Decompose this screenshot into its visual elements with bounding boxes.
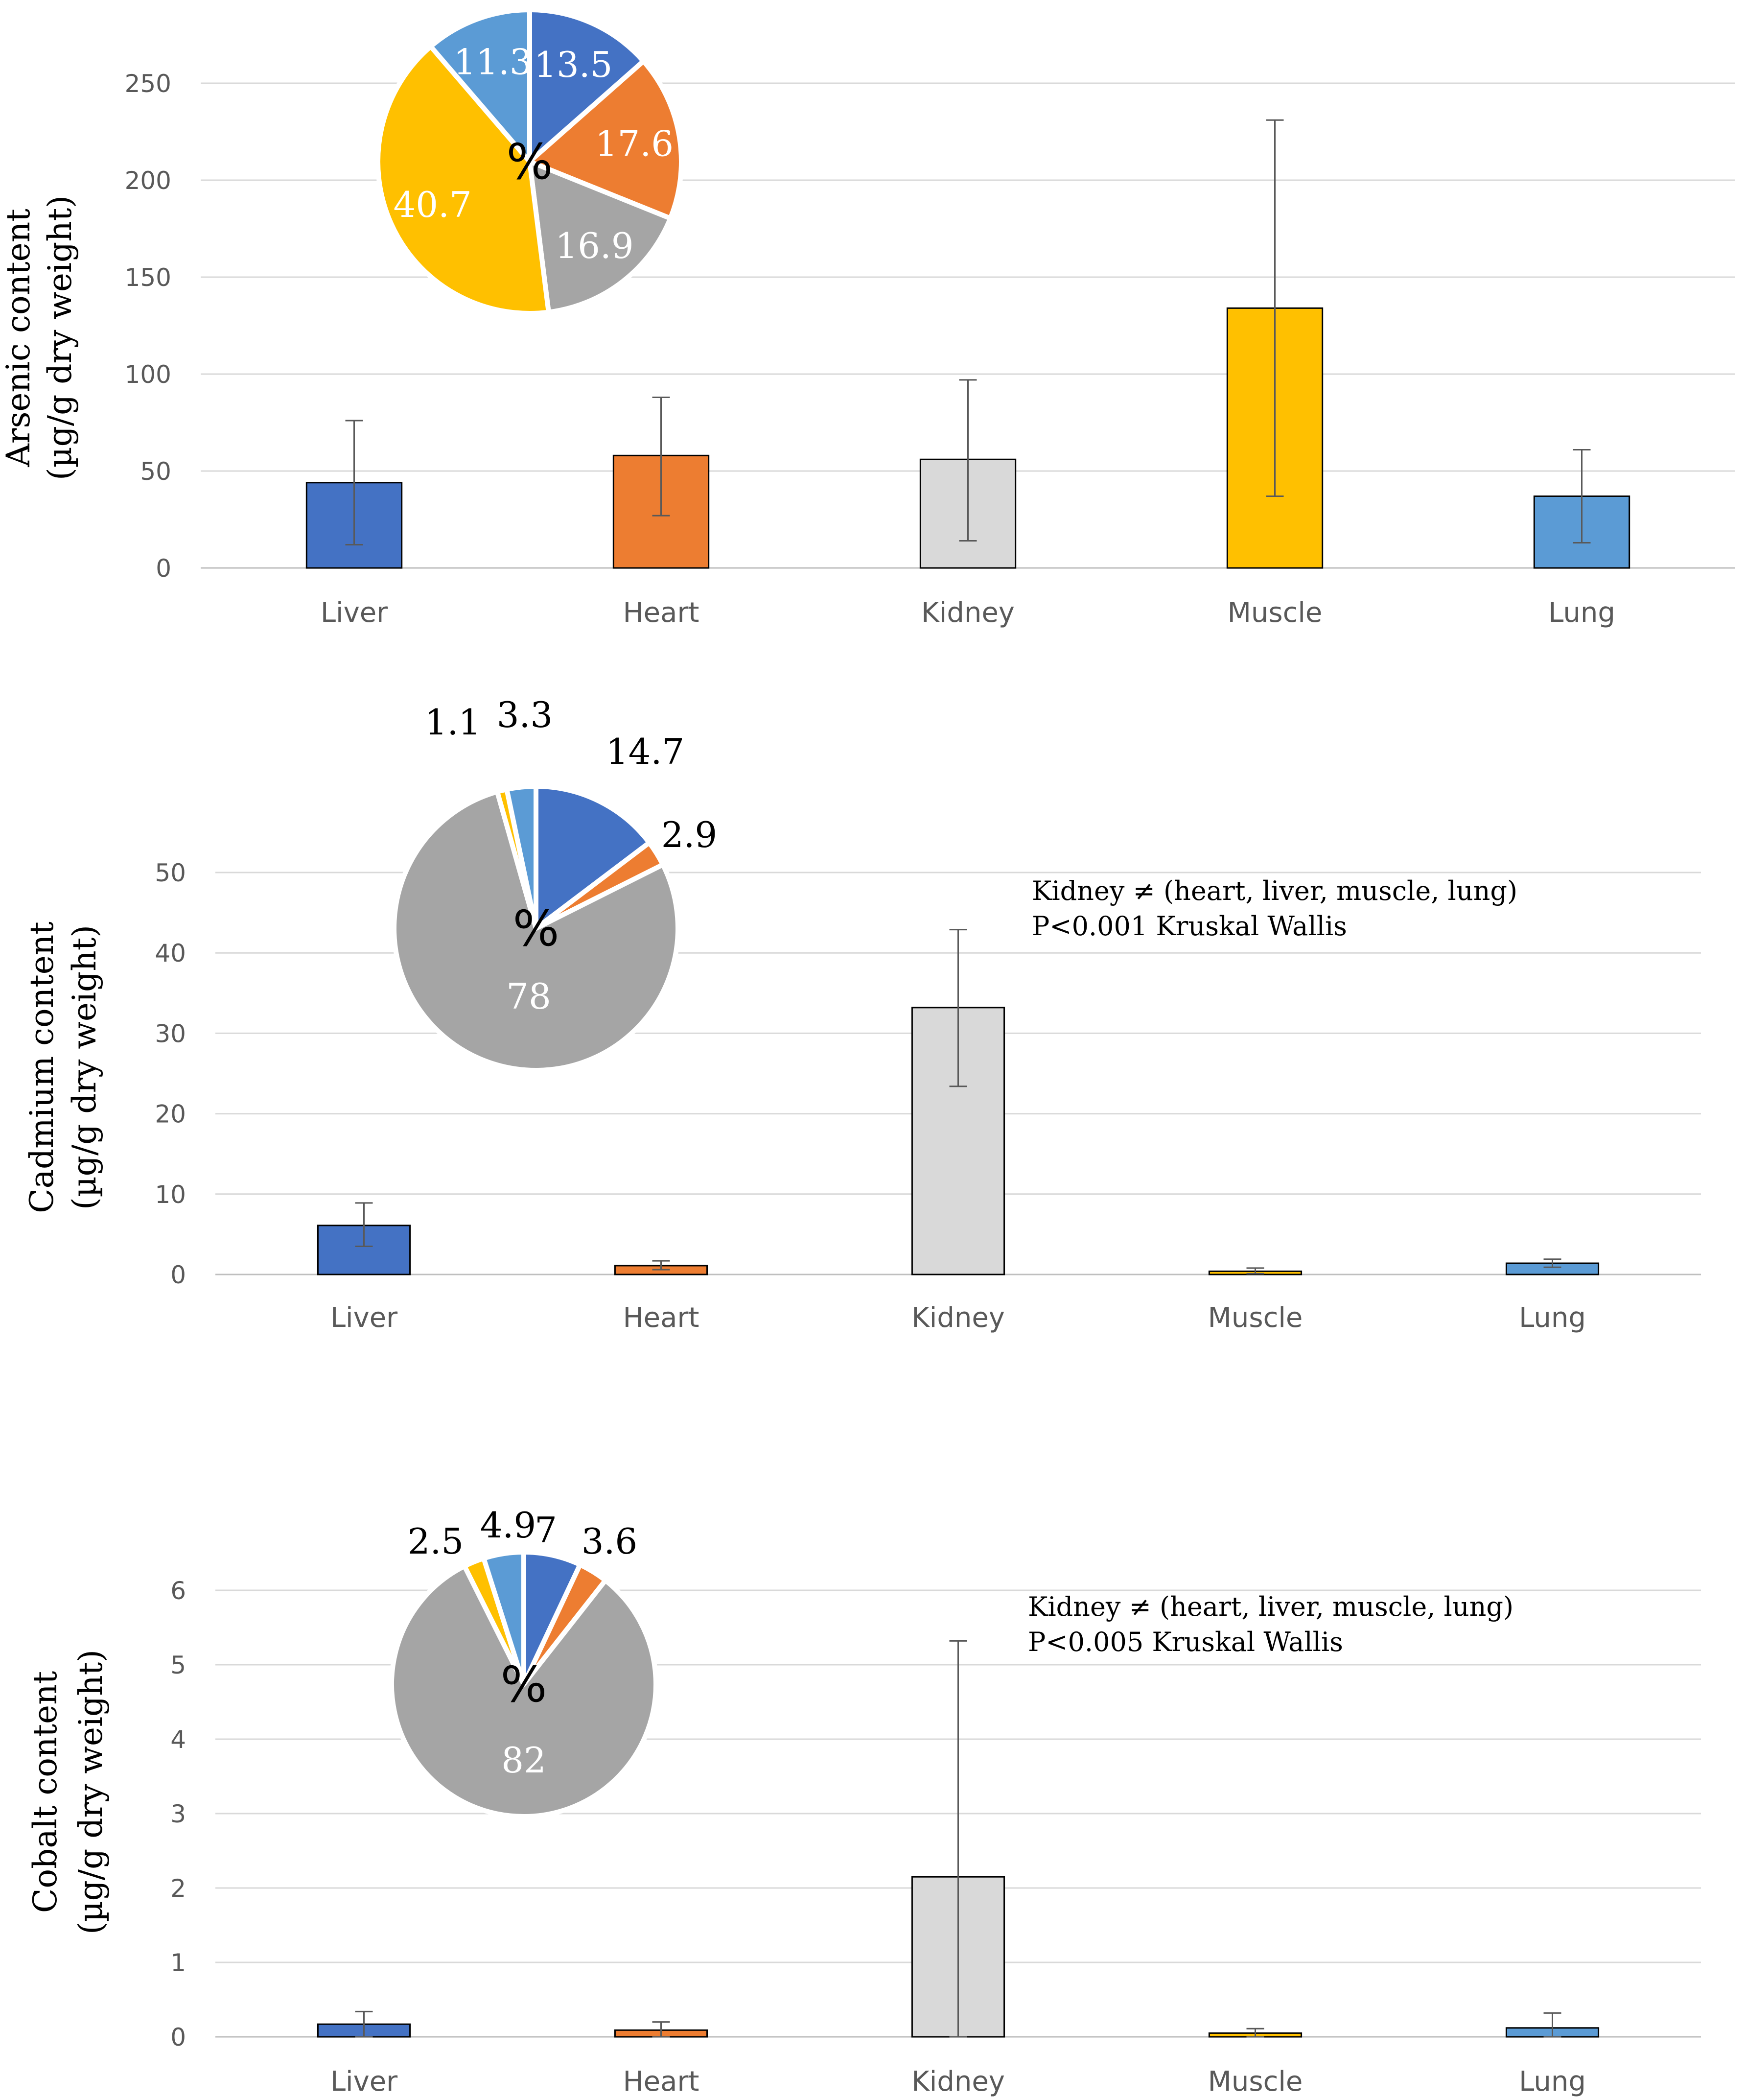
pie-slice-label: 40.7	[394, 184, 472, 225]
pie-slice-label: 4.9	[480, 1505, 536, 1546]
y-tick-label: 40	[155, 939, 186, 967]
y-axis-title-line1: Cadmium content	[23, 921, 61, 1213]
y-axis-title-line1: Arsenic content	[0, 209, 37, 468]
y-axis-title-line2: (µg/g dry weight)	[66, 925, 103, 1210]
y-tick-label: 5	[170, 1651, 186, 1679]
pie-slice-label: 14.7	[606, 731, 684, 772]
pie-slice-label: 7	[535, 1510, 557, 1551]
pie-slice-label: 2.5	[408, 1521, 464, 1562]
y-tick-label: 10	[155, 1180, 186, 1209]
y-tick-label: 2	[170, 1874, 186, 1903]
pie-center-label: %	[512, 900, 559, 957]
x-tick-label: Heart	[623, 597, 699, 629]
stat-annotation: P<0.005 Kruskal Wallis	[1028, 1627, 1343, 1657]
pie-center-label: %	[500, 1656, 547, 1713]
chart-cobalt: 0 1 2 3 4 5 6 Liver Heart Kidney Muscle Lung Cobalt …	[26, 1505, 1701, 2098]
y-tick-label: 1	[170, 1949, 186, 1977]
x-tick-label: Kidney	[921, 597, 1015, 629]
pie-slice-label: 78	[506, 976, 551, 1017]
y-tick-label: 150	[125, 263, 171, 292]
y-axis-title-line2: (µg/g dry weight)	[41, 195, 79, 480]
x-tick-label: Kidney	[911, 2066, 1005, 2098]
y-axis-title-line1: Cobalt content	[26, 1671, 64, 1913]
x-tick-label: Lung	[1519, 2066, 1586, 2098]
pie-slice	[527, 159, 673, 315]
y-tick-label: 30	[155, 1019, 186, 1048]
pie-slice-label: 1.1	[425, 702, 481, 743]
pie-slice	[534, 784, 652, 931]
y-tick-label: 4	[170, 1725, 186, 1754]
pie-slice	[527, 7, 646, 164]
chart-arsenic: 0 50 100 150 200 250 Liver Heart Kidney Muscle Lun…	[0, 7, 1735, 629]
pie-slice-label: 11.3	[453, 42, 532, 83]
x-tick-label: Lung	[1548, 597, 1615, 629]
y-tick-label: 200	[125, 166, 171, 195]
pie-slice	[428, 7, 532, 164]
pie-slice	[504, 784, 538, 931]
pie-slice-label: 82	[501, 1740, 546, 1781]
x-tick-label: Liver	[321, 597, 388, 629]
x-tick-label: Liver	[330, 1302, 398, 1334]
pie-slice-label: 16.9	[555, 225, 633, 266]
x-tick-label: Muscle	[1228, 597, 1323, 629]
y-tick-label: 50	[140, 457, 171, 486]
pie-slice	[389, 1563, 658, 1819]
pie-slice-label: 3.6	[582, 1521, 638, 1562]
pie-slice	[375, 44, 551, 316]
y-tick-label: 0	[156, 554, 171, 583]
y-tick-label: 50	[155, 859, 186, 887]
pie-slice	[392, 789, 680, 1073]
y-tick-label: 6	[170, 1577, 186, 1605]
x-tick-label: Liver	[330, 2066, 398, 2098]
y-tick-label: 20	[155, 1100, 186, 1129]
y-tick-label: 0	[170, 1261, 186, 1289]
stat-annotation: P<0.001 Kruskal Wallis	[1032, 911, 1347, 942]
y-axis-title-line2: (µg/g dry weight)	[72, 1650, 110, 1935]
pie-slice-label: 3.3	[497, 694, 553, 735]
stat-annotation: Kidney ≠ (heart, liver, muscle, lung)	[1028, 1591, 1513, 1622]
x-tick-label: Kidney	[911, 1302, 1005, 1334]
pie-center-label: %	[506, 133, 553, 190]
pie-slice-label: 13.5	[534, 44, 612, 85]
pie-slice-label: 2.9	[661, 814, 718, 855]
x-tick-label: Heart	[623, 1302, 699, 1334]
x-tick-label: Lung	[1519, 1302, 1586, 1334]
y-tick-label: 250	[125, 70, 171, 98]
x-tick-label: Muscle	[1208, 2066, 1303, 2098]
pie-slice	[481, 1550, 526, 1687]
x-tick-label: Heart	[623, 2066, 699, 2098]
stat-annotation: Kidney ≠ (heart, liver, muscle, lung)	[1032, 875, 1517, 906]
chart-cadmium: 0 10 20 30 40 50 Liver Heart Kidney Muscle Lung Cad…	[23, 694, 1701, 1334]
x-tick-label: Muscle	[1208, 1302, 1303, 1334]
y-tick-label: 3	[170, 1800, 186, 1828]
pie-slice	[527, 58, 684, 221]
y-tick-label: 100	[125, 360, 171, 389]
y-tick-label: 0	[170, 2023, 186, 2052]
pie-slice-label: 17.6	[595, 123, 674, 164]
